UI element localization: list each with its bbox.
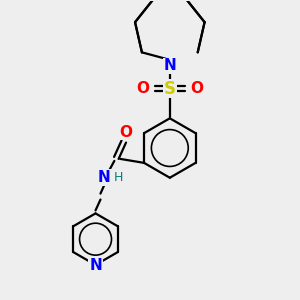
Text: N: N	[164, 58, 176, 73]
Text: O: O	[120, 125, 133, 140]
Text: H: H	[114, 171, 123, 184]
Text: N: N	[98, 170, 111, 185]
Text: O: O	[136, 81, 150, 96]
Text: O: O	[190, 81, 203, 96]
Text: N: N	[89, 258, 102, 273]
Text: S: S	[164, 80, 176, 98]
